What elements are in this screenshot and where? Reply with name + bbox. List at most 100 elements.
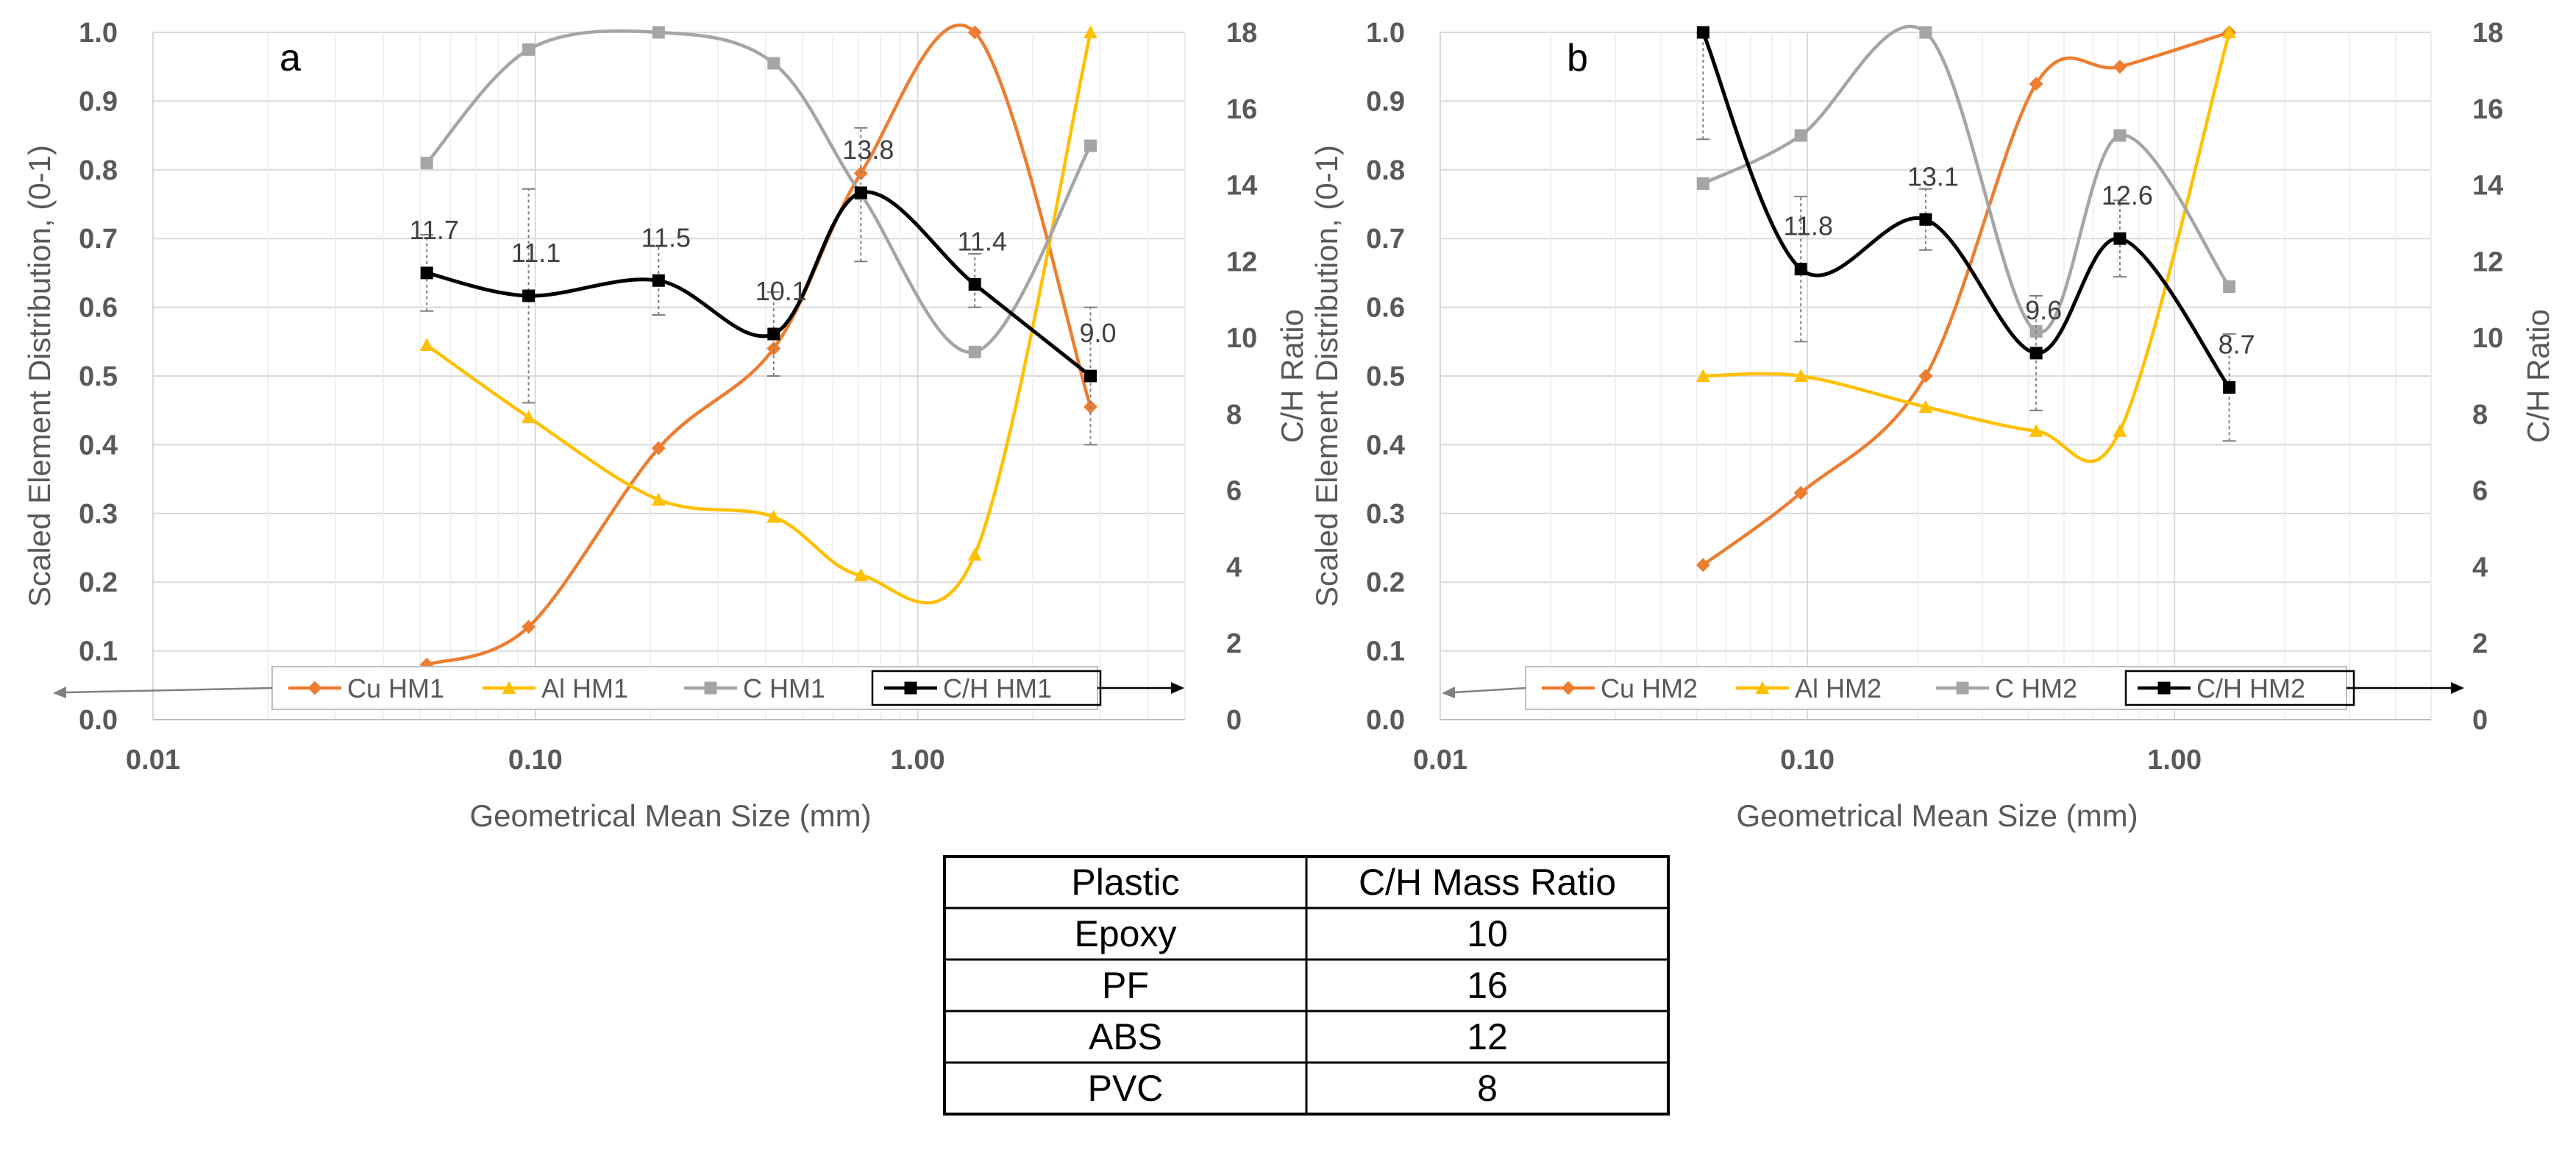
y-tick-label: 0.9: [79, 86, 118, 117]
x-tick-label: 0.01: [1413, 745, 1467, 776]
y2-tick-label: 10: [1226, 323, 1257, 354]
data-point: [968, 345, 981, 358]
data-label: 10.1: [755, 276, 807, 306]
legend-label: C HM1: [743, 673, 825, 703]
legend-label: Al HM1: [541, 673, 628, 703]
table-row: Epoxy 10: [1075, 913, 1508, 954]
table-header-cell: Plastic: [1071, 862, 1179, 903]
table-cell: 8: [1477, 1068, 1498, 1109]
data-label: 11.1: [511, 238, 561, 268]
table-header-row: Plastic C/H Mass Ratio: [1071, 862, 1616, 903]
data-point: [420, 156, 433, 169]
series-c-hm2: [1696, 24, 2236, 338]
data-point: [2113, 129, 2127, 142]
y2-tick-label: 10: [2472, 323, 2503, 354]
legend-marker: [1755, 681, 1770, 695]
data-point: [522, 289, 536, 302]
data-point: [1696, 558, 1710, 572]
data-point: [2113, 424, 2127, 437]
series-cu-hm2: [1696, 25, 2237, 572]
data-point: [854, 186, 867, 199]
legend-highlight: [871, 670, 1102, 706]
data-point: [1918, 369, 1933, 383]
data-point: [1918, 400, 1933, 414]
data-label: 11.8: [1784, 211, 1833, 241]
legend-item-al-hm1: Al HM1: [483, 673, 628, 703]
legend-marker: [704, 681, 717, 695]
legend-label: C HM2: [1995, 673, 2077, 703]
series-line: [1701, 30, 2230, 567]
data-label: 13.1: [1907, 161, 1959, 191]
series-line: [1702, 24, 2231, 334]
data-point: [968, 277, 981, 291]
data-point: [2223, 381, 2236, 394]
legend-item-cu-hm2: Cu HM2: [1542, 673, 1698, 703]
data-label: 11.7: [409, 215, 458, 245]
data-label: 12.6: [2102, 180, 2153, 210]
panel-letter: b: [1567, 37, 1588, 79]
data-point: [419, 338, 434, 352]
legend-label: Al HM2: [1795, 673, 1882, 703]
legend-item-cu-hm1: Cu HM1: [288, 673, 444, 703]
y-tick-label: 0.0: [79, 705, 118, 736]
data-point: [2029, 424, 2043, 437]
data-point: [766, 341, 781, 356]
x-tick-label: 0.10: [1780, 745, 1835, 776]
y-tick-label: 0.4: [1366, 430, 1405, 461]
y2-tick-label: 4: [1226, 552, 1242, 583]
data-point: [1084, 139, 1097, 152]
y-tick-label: 0.5: [1366, 361, 1405, 392]
data-point: [767, 57, 780, 70]
y-tick-label: 1.0: [1366, 18, 1405, 49]
ch-mass-ratio-table: Plastic C/H Mass Ratio Epoxy 10 PF 16 ABS 12 PVC…: [943, 855, 1670, 1116]
data-point: [2223, 280, 2236, 294]
y-tick-label: 0.6: [79, 293, 118, 324]
y-tick-label: 0.1: [79, 636, 118, 667]
data-point: [2113, 232, 2127, 245]
data-point: [2113, 60, 2127, 74]
data-point: [1084, 369, 1097, 383]
series-c-h-hm1: 11.7 11.1 11.5 10.1 13.8 11.4 9.0: [409, 127, 1117, 446]
series-al-hm2: [1696, 25, 2237, 464]
series-line: [426, 24, 1092, 667]
y-tick-label: 0.8: [1366, 155, 1405, 186]
right-axis-arrowhead: [2451, 682, 2464, 694]
legend-marker: [307, 681, 322, 695]
left-axis-arrowhead: [1442, 687, 1455, 698]
data-label: 18.0: [1684, 0, 1736, 4]
x-tick-label: 0.01: [126, 745, 180, 776]
left-axis-arrow: [64, 687, 273, 694]
legend: Cu HM1 Al HM1 C HM1 C/H HM1: [53, 666, 1184, 710]
data-point: [1696, 369, 1710, 383]
table-row: ABS 12: [1089, 1016, 1508, 1057]
y2-tick-label: 2: [1226, 628, 1242, 659]
data-point: [1793, 486, 1808, 500]
data-label: 11.4: [958, 226, 1007, 256]
series-al-hm1: [419, 25, 1098, 605]
data-point: [522, 43, 536, 56]
y2-tick-label: 2: [2472, 628, 2488, 659]
y2-tick-label: 8: [1226, 400, 1242, 430]
legend-label: Cu HM2: [1601, 673, 1698, 703]
y2-tick-label: 18: [2472, 18, 2503, 49]
y2-tick-label: 12: [1226, 247, 1257, 277]
data-point: [1919, 213, 1932, 226]
y-tick-label: 0.4: [79, 430, 118, 461]
data-point: [522, 410, 536, 424]
panel-letter: a: [280, 37, 301, 79]
legend-marker: [904, 681, 917, 695]
gridlines: [1440, 32, 2432, 720]
y2-tick-label: 6: [2472, 476, 2488, 507]
y2-tick-label: 0: [1226, 705, 1242, 736]
data-point: [967, 547, 982, 561]
y-axis-title: Scaled Element Distribution, (0-1): [22, 145, 57, 607]
table-header-cell: C/H Mass Ratio: [1359, 862, 1616, 903]
y2-tick-label: 0: [2472, 705, 2488, 736]
gridlines: [152, 32, 1186, 720]
table-row: PF 16: [1102, 965, 1508, 1006]
data-point: [1084, 25, 1098, 39]
table-cell: 12: [1467, 1016, 1508, 1057]
legend: Cu HM2 Al HM2 C HM2 C/H HM2: [1442, 666, 2464, 710]
data-point: [1919, 26, 1932, 39]
legend-item-al-hm2: Al HM2: [1736, 673, 1882, 703]
